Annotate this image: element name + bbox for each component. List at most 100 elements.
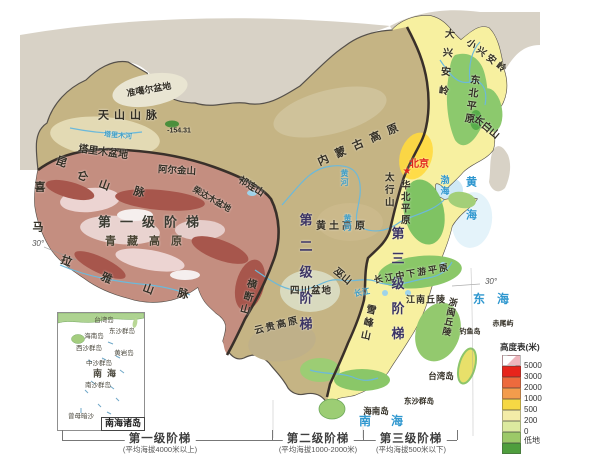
terrain-patch (470, 110, 482, 130)
label-yellow-sea: 黄海 (464, 176, 477, 242)
inset-label-taiwan: 台湾岛 (94, 316, 114, 324)
inset-label-south-china-sea: 南海 (92, 368, 122, 379)
legend-box-above-5000 (502, 355, 521, 366)
label-lat30-west: 30° (31, 239, 45, 248)
scale-line (62, 440, 457, 441)
inset-label-dongsha: 东沙群岛 (109, 327, 135, 335)
inset-map (58, 313, 144, 415)
island-taiwan (456, 347, 478, 385)
terrain-patch (191, 236, 249, 264)
label-south-china-sea: 南海 (358, 414, 424, 428)
label-diaoyu-island: 钓鱼岛 (459, 328, 481, 336)
label-yellow-river: 黄河 (340, 169, 349, 187)
legend-box-200 (502, 421, 521, 432)
sichuan-basin-patch (280, 270, 340, 312)
southeast-hills-green (415, 302, 461, 362)
terrain-patch (80, 215, 160, 245)
legend-box-5000 (502, 366, 521, 377)
label-second-step: 第二级阶梯 (297, 213, 313, 343)
inset-hainan (71, 334, 85, 344)
terrain-patch (248, 322, 316, 362)
scale-section-sub-3: (平均海拔500米以下) (375, 445, 447, 454)
label-turpan-elevation: -154.31 (167, 127, 191, 135)
terrain-patch (117, 209, 153, 221)
terrain-patch (115, 248, 185, 272)
scale-tick (62, 430, 63, 440)
inset-island-marks (80, 341, 125, 415)
legend-box-0 (502, 432, 521, 443)
legend-box-3000 (502, 377, 521, 388)
terrain-patch (317, 203, 383, 241)
legend-label-5000: 5000 (524, 361, 542, 370)
legend-label-2000: 2000 (524, 383, 542, 392)
terrain-patch (45, 179, 95, 201)
label-yellow-river: 黄河 (343, 214, 352, 232)
label-bohai-sea: 渤海 (439, 175, 450, 197)
inset-label-zhongsha: 中沙群岛 (86, 359, 112, 367)
label-himalaya-char: 脉 (176, 287, 190, 302)
label-north-china-plain: 华北平原 (398, 180, 410, 226)
label-jiangnan-hills: 江南丘陵 (405, 294, 447, 305)
inset-taiwan (132, 318, 138, 328)
rivers (59, 41, 487, 381)
terrain-patch (115, 189, 205, 211)
label-himalaya-char: 喜 (34, 181, 46, 194)
island-hainan (318, 398, 346, 420)
scale-section-title-3: 第三级阶梯 (375, 433, 447, 446)
scale-tick (457, 430, 458, 440)
terrain-patch (175, 220, 225, 240)
lakes (247, 190, 446, 296)
inset-label-zengmu-ansha: 曾母暗沙 (68, 412, 94, 420)
terrain-patch (273, 86, 387, 138)
beijing-star-icon: ★ (402, 166, 412, 177)
scale-section-title-2: 第二级阶梯 (282, 433, 354, 446)
guangxi-green (300, 358, 340, 382)
label-taihang-mountains: 太行山 (382, 172, 394, 210)
scale-section-title-1: 第一级阶梯 (124, 433, 196, 446)
legend-label-低地: 低地 (524, 436, 540, 445)
label-sichuan-basin: 四川盆地 (289, 285, 333, 297)
terrain-patch (74, 251, 126, 279)
inset-label-xisha: 西沙群岛 (76, 344, 102, 352)
legend-label-500: 500 (524, 405, 538, 414)
scale-section-sub-1: (平均海拔4000米以上) (122, 445, 198, 454)
legend-label-3000: 3000 (524, 372, 542, 381)
legend-box-1000 (502, 399, 521, 410)
label-first-step: 第一级阶梯 (97, 214, 209, 230)
korea-region (489, 146, 511, 192)
step-boundary-1 (37, 147, 280, 356)
label-third-step: 第三级阶梯 (389, 226, 405, 352)
inset-label-nansha: 南沙群岛 (85, 381, 111, 389)
legend-title: 高度表(米) (500, 342, 540, 352)
label-taiwan-island: 台湾岛 (428, 370, 454, 381)
scale-tick (363, 430, 364, 440)
label-lat30-east: 30° (484, 277, 498, 286)
legend-box-2000 (502, 388, 521, 399)
label-altun-mountains: 阿尔金山 (157, 164, 197, 178)
label-hainan-island: 海南岛 (363, 405, 389, 416)
label-tianshan-mountains: 天山山脉 (98, 109, 162, 122)
legend-box-lowland (502, 443, 521, 454)
label-dongsha-islands: 东沙群岛 (404, 396, 434, 406)
label-tibet-plateau: 青藏高原 (105, 235, 193, 248)
scale-tick (272, 430, 273, 440)
inset-coast (58, 313, 144, 324)
inset-label-hainan: 海南岛 (84, 332, 104, 340)
inset-title: 南海诸岛 (100, 417, 145, 431)
label-beijing: 北京 (409, 159, 429, 170)
legend-label-200: 200 (524, 416, 538, 425)
turpan-depression (165, 120, 179, 128)
label-east-china-sea: 东海 (472, 292, 522, 306)
legend-box-500 (502, 410, 521, 421)
label-chiwei-islet: 赤尾屿 (492, 320, 514, 328)
legend-label-1000: 1000 (524, 394, 542, 403)
south-china-sea-inset: 台湾岛东沙群岛 海南岛西沙群岛黄岩岛 中沙群岛 南海南沙群岛曾母暗沙 南海诸岛 (57, 312, 145, 431)
terrain-patch (50, 116, 160, 158)
label-loess-plateau: 黄土高原 (316, 221, 368, 232)
terrain-patch (477, 88, 503, 132)
shandong-hills (448, 191, 476, 209)
inset-label-huangyan: 黄岩岛 (114, 349, 134, 357)
scale-section-sub-2: (平均海拔1000-2000米) (278, 445, 358, 454)
legend-label-0: 0 (524, 427, 529, 436)
